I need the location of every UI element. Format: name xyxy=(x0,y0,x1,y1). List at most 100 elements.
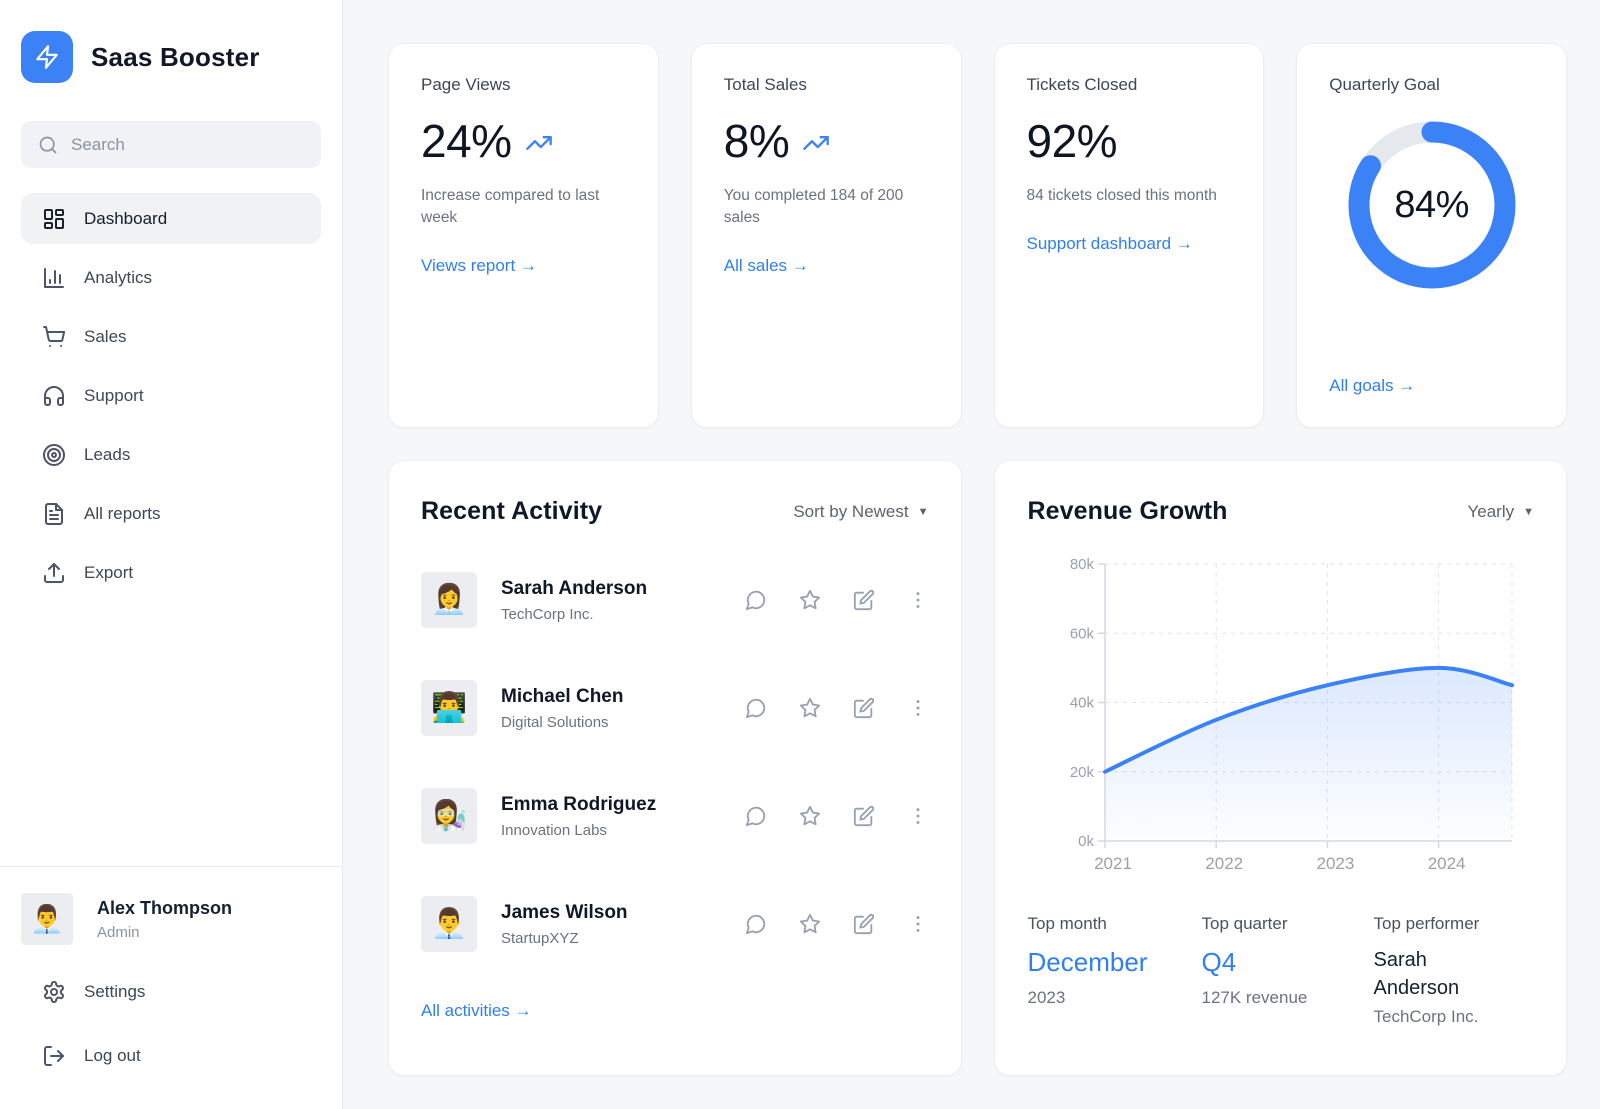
sidebar-item-leads[interactable]: Leads xyxy=(21,429,321,480)
star-icon[interactable] xyxy=(799,697,821,719)
app-logo[interactable]: Saas Booster xyxy=(21,31,321,83)
sidebar-item-label: Sales xyxy=(84,326,127,346)
sidebar-item-analytics[interactable]: Analytics xyxy=(21,252,321,303)
user-profile[interactable]: 👨‍💼 Alex Thompson Admin xyxy=(21,893,321,945)
activity-row: 👨‍💻 Michael Chen Digital Solutions xyxy=(421,680,929,736)
stat-sub: 127K revenue xyxy=(1201,988,1308,1007)
svg-text:2023: 2023 xyxy=(1316,854,1354,873)
sidebar-item-export[interactable]: Export xyxy=(21,547,321,598)
logout-button[interactable]: Log out xyxy=(21,1031,321,1081)
activity-row: 👩‍💼 Sarah Anderson TechCorp Inc. xyxy=(421,572,929,628)
contact-name: Emma Rodriguez xyxy=(501,793,657,815)
stat-label: Top month xyxy=(1027,914,1107,933)
svg-text:40k: 40k xyxy=(1069,695,1094,712)
sort-dropdown-label: Sort by Newest xyxy=(793,501,909,521)
svg-text:2021: 2021 xyxy=(1094,854,1132,873)
sidebar-item-all-reports[interactable]: All reports xyxy=(21,488,321,539)
all-activities-link[interactable]: All activities → xyxy=(421,1001,532,1020)
widgets-row: Recent Activity Sort by Newest ▼ 👩‍💼 Sar… xyxy=(388,460,1567,1076)
card-title: Total Sales xyxy=(723,75,807,94)
support-dashboard-link[interactable]: Support dashboard → xyxy=(1026,234,1193,253)
upload-icon xyxy=(42,561,66,585)
period-dropdown[interactable]: Yearly ▼ xyxy=(1467,502,1534,522)
svg-text:80k: 80k xyxy=(1069,556,1094,573)
edit-icon[interactable] xyxy=(853,697,875,719)
card-title: Page Views xyxy=(421,75,511,94)
sidebar-item-label: Analytics xyxy=(84,267,153,287)
stat-value: December xyxy=(1027,947,1148,977)
stat-value: 92% xyxy=(1026,115,1118,167)
stat-value: 24% xyxy=(421,115,512,167)
gear-icon xyxy=(42,980,66,1004)
avatar: 👩‍💼 xyxy=(421,572,477,628)
sidebar-item-dashboard[interactable]: Dashboard xyxy=(21,193,321,244)
views-report-link[interactable]: Views report → xyxy=(421,256,537,275)
recent-activity-card: Recent Activity Sort by Newest ▼ 👩‍💼 Sar… xyxy=(388,460,962,1076)
star-icon[interactable] xyxy=(799,913,821,935)
search-input[interactable] xyxy=(71,134,304,155)
page-views-card: Page Views 24% Increase compared to last… xyxy=(388,43,659,428)
stat-value: 8% xyxy=(723,115,790,167)
main-content: Page Views 24% Increase compared to last… xyxy=(343,0,1600,1109)
revenue-stats: Top month December 2023 Top quarter Q4 1… xyxy=(1028,914,1535,1027)
avatar: 👨‍💻 xyxy=(421,680,477,736)
sidebar-item-support[interactable]: Support xyxy=(21,370,321,421)
sidebar-item-label: All reports xyxy=(84,503,161,523)
more-options-icon[interactable] xyxy=(907,913,929,935)
search-box[interactable] xyxy=(21,121,321,168)
trending-up-icon xyxy=(525,129,553,157)
edit-icon[interactable] xyxy=(853,913,875,935)
contact-name: Michael Chen xyxy=(501,685,624,707)
star-icon[interactable] xyxy=(799,589,821,611)
message-icon[interactable] xyxy=(745,805,767,827)
file-text-icon xyxy=(42,502,66,526)
svg-text:2022: 2022 xyxy=(1205,854,1243,873)
logout-icon xyxy=(42,1044,66,1068)
headphones-icon xyxy=(42,384,66,408)
avatar: 👩‍🔬 xyxy=(421,788,477,844)
stat-description: You completed 184 of 200 sales xyxy=(723,187,904,226)
stat-value: Q4 xyxy=(1201,947,1237,977)
edit-icon[interactable] xyxy=(853,805,875,827)
star-icon[interactable] xyxy=(799,805,821,827)
all-sales-link[interactable]: All sales → xyxy=(723,256,809,275)
activity-row: 👨‍💼 James Wilson StartupXYZ xyxy=(421,896,929,952)
target-icon xyxy=(42,443,66,467)
message-icon[interactable] xyxy=(745,913,767,935)
edit-icon[interactable] xyxy=(853,589,875,611)
svg-text:60k: 60k xyxy=(1069,625,1094,642)
avatar: 👨‍💼 xyxy=(21,893,73,945)
period-dropdown-label: Yearly xyxy=(1467,501,1515,521)
top-month-stat: Top month December 2023 xyxy=(1028,914,1202,1027)
stat-value: Sarah Anderson xyxy=(1373,949,1460,999)
activity-row: 👩‍🔬 Emma Rodriguez Innovation Labs xyxy=(421,788,929,844)
user-role: Admin xyxy=(97,923,140,941)
shopping-cart-icon xyxy=(42,325,66,349)
message-icon[interactable] xyxy=(745,697,767,719)
sidebar-item-sales[interactable]: Sales xyxy=(21,311,321,362)
tickets-closed-card: Tickets Closed 92% 84 tickets closed thi… xyxy=(993,43,1265,428)
sort-dropdown[interactable]: Sort by Newest ▼ xyxy=(793,502,928,522)
contact-company: Digital Solutions xyxy=(501,713,609,731)
lightning-bolt-icon xyxy=(21,31,73,83)
user-name: Alex Thompson xyxy=(97,897,233,918)
top-performer-stat: Top performer Sarah Anderson TechCorp In… xyxy=(1374,914,1535,1027)
search-icon xyxy=(38,135,58,155)
card-title: Tickets Closed xyxy=(1026,75,1138,94)
avatar: 👨‍💼 xyxy=(421,896,477,952)
more-options-icon[interactable] xyxy=(907,697,929,719)
settings-button[interactable]: Settings xyxy=(21,967,321,1017)
contact-name: Sarah Anderson xyxy=(501,577,648,599)
goal-donut-progress xyxy=(1348,121,1516,289)
sidebar-footer: 👨‍💼 Alex Thompson Admin Settings xyxy=(0,866,342,1081)
stat-sub: 2023 xyxy=(1027,988,1066,1007)
message-icon[interactable] xyxy=(745,589,767,611)
quarterly-goal-card: Quarterly Goal 84% All goals → xyxy=(1296,43,1567,428)
sidebar-item-label: Support xyxy=(84,385,144,405)
dashboard-icon xyxy=(42,207,66,231)
more-options-icon[interactable] xyxy=(907,589,929,611)
contact-name: James Wilson xyxy=(501,901,628,923)
trending-up-icon xyxy=(802,129,830,157)
more-options-icon[interactable] xyxy=(907,805,929,827)
all-goals-link[interactable]: All goals → xyxy=(1329,376,1416,395)
